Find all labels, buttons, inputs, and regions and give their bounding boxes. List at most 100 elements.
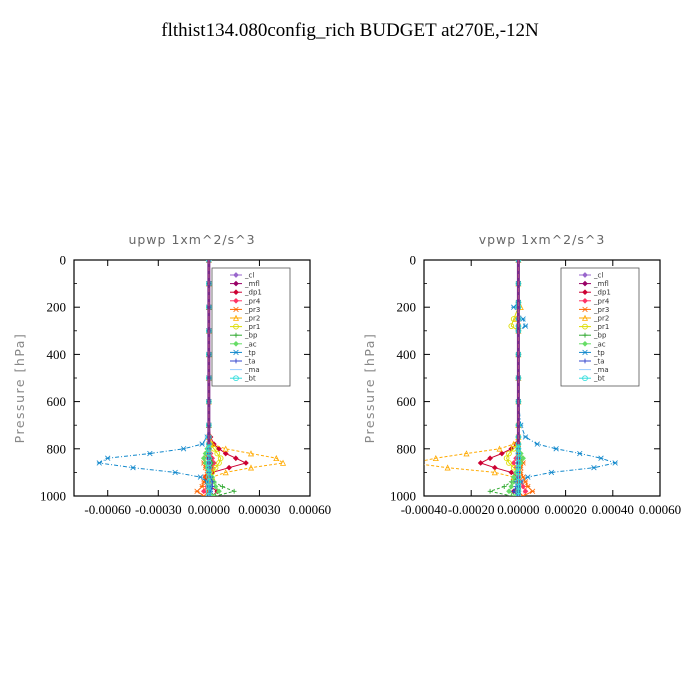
data-point-pr1 bbox=[214, 450, 221, 457]
legend-label: _pr3 bbox=[593, 306, 609, 314]
data-point-pr3 bbox=[194, 488, 200, 494]
y-tick-label: 1000 bbox=[390, 489, 416, 504]
data-point-tp bbox=[520, 316, 526, 322]
data-point-bp bbox=[231, 488, 237, 494]
data-point-bp bbox=[508, 493, 514, 496]
legend-label: _mfl bbox=[593, 280, 609, 288]
data-point-ac bbox=[202, 450, 209, 457]
data-point-dp1 bbox=[216, 445, 222, 452]
data-point-pr1 bbox=[506, 460, 512, 466]
data-point-pr3 bbox=[529, 488, 536, 494]
data-point-tp bbox=[548, 469, 555, 476]
y-tick-label: 600 bbox=[397, 394, 417, 409]
legend-marker bbox=[233, 375, 239, 382]
legend-marker bbox=[582, 306, 588, 313]
legend-label: _ac bbox=[244, 340, 257, 348]
data-point-pr2 bbox=[247, 464, 255, 471]
legend-marker bbox=[582, 323, 588, 330]
data-point-pr2 bbox=[247, 450, 255, 457]
x-tick-label: -0.00060 bbox=[84, 502, 131, 517]
legend-box bbox=[560, 267, 640, 387]
data-point-pr2 bbox=[463, 450, 470, 457]
legend-label: _bt bbox=[244, 375, 256, 383]
legend: _cl_mfl_dp1_pr4_pr3_pr2_pr1_bp_ac_tp_ta_… bbox=[211, 267, 291, 387]
legend-label: _dp1 bbox=[244, 289, 262, 297]
chart-title: vpwp 1xm^2/s^3 bbox=[479, 232, 606, 247]
data-point-bt bbox=[206, 493, 212, 496]
data-point-ta bbox=[209, 479, 215, 485]
legend-label: _bp bbox=[593, 332, 607, 340]
legend-marker bbox=[233, 332, 239, 338]
series-group bbox=[96, 260, 287, 496]
data-point-tp bbox=[105, 455, 111, 461]
y-tick-label: 800 bbox=[397, 441, 417, 456]
data-point-pr2 bbox=[496, 445, 503, 452]
legend-label: _pr1 bbox=[593, 323, 609, 331]
data-point-pr1 bbox=[506, 450, 512, 457]
data-point-pr1 bbox=[503, 455, 510, 462]
data-point-dp1 bbox=[487, 455, 493, 462]
data-point-pr2 bbox=[432, 454, 439, 462]
y-tick-label: 600 bbox=[47, 394, 67, 409]
legend-label: _dp1 bbox=[593, 289, 611, 297]
data-point-ac bbox=[520, 455, 526, 462]
legend-label: _tp bbox=[244, 349, 256, 357]
data-point-ta bbox=[209, 484, 215, 489]
data-point-tp bbox=[577, 450, 583, 457]
legend-box bbox=[211, 267, 291, 387]
data-point-tp bbox=[180, 446, 187, 452]
legend-label: _pr4 bbox=[244, 297, 261, 305]
legend-label: _ac bbox=[593, 340, 606, 348]
legend-marker bbox=[233, 289, 239, 296]
chart-title: upwp 1xm^2/s^3 bbox=[128, 232, 255, 247]
data-point-pr2 bbox=[279, 459, 287, 466]
legend-marker bbox=[232, 314, 240, 321]
y-tick-label: 1000 bbox=[40, 489, 66, 504]
chart-panel-2: vpwp 1xm^2/s^3 Pressure [hPa] 0 200 400 600 80… bbox=[362, 232, 681, 517]
data-point-pr2 bbox=[410, 461, 415, 466]
data-point-tp bbox=[553, 446, 559, 452]
legend-marker bbox=[582, 272, 588, 278]
legend-label: _bt bbox=[593, 375, 605, 383]
y-axis-label: Pressure [hPa] bbox=[362, 333, 377, 444]
y-tick-label: 0 bbox=[410, 253, 417, 268]
legend-marker bbox=[233, 349, 239, 356]
x-tick-label: 0.00000 bbox=[188, 502, 230, 517]
legend-label: _cl bbox=[593, 272, 603, 280]
data-point-pr1 bbox=[217, 455, 224, 462]
y-tick-label: 400 bbox=[397, 347, 417, 362]
series-line-pr2 bbox=[208, 260, 285, 496]
data-point-bp bbox=[487, 488, 493, 494]
x-tick-label: 0.00030 bbox=[238, 502, 280, 517]
legend-marker bbox=[233, 340, 239, 347]
legend-marker bbox=[581, 314, 589, 321]
data-point-bp bbox=[219, 484, 225, 489]
series-group bbox=[410, 260, 618, 496]
data-point-pr2 bbox=[273, 454, 280, 462]
legend-label: _mfl bbox=[244, 280, 260, 288]
data-point-dp1 bbox=[226, 464, 232, 471]
legend-label: _cl bbox=[244, 272, 254, 280]
legend-marker bbox=[582, 358, 588, 364]
legend-label: _ma bbox=[244, 366, 260, 374]
data-point-pr2 bbox=[491, 469, 498, 476]
data-point-dp1 bbox=[222, 450, 229, 457]
legend-label: _pr3 bbox=[244, 306, 260, 314]
legend-label: _ta bbox=[244, 358, 256, 366]
data-point-ac bbox=[508, 483, 515, 490]
legend-marker bbox=[233, 297, 239, 304]
data-point-pr3 bbox=[520, 474, 526, 480]
x-tick-label: 0.00040 bbox=[592, 502, 634, 517]
y-tick-label: 800 bbox=[47, 441, 67, 456]
x-tick-label: -0.00040 bbox=[401, 502, 448, 517]
data-point-pr1 bbox=[508, 323, 515, 329]
data-point-dp1 bbox=[508, 469, 515, 476]
data-point-pr3 bbox=[525, 483, 531, 490]
data-point-tp bbox=[522, 434, 529, 440]
data-point-pr4 bbox=[520, 483, 526, 490]
x-tick-label: 0.00000 bbox=[497, 502, 539, 517]
legend-marker bbox=[582, 340, 588, 347]
data-point-pr3 bbox=[520, 493, 526, 496]
data-point-tp bbox=[522, 323, 529, 329]
data-point-tp bbox=[147, 450, 153, 457]
